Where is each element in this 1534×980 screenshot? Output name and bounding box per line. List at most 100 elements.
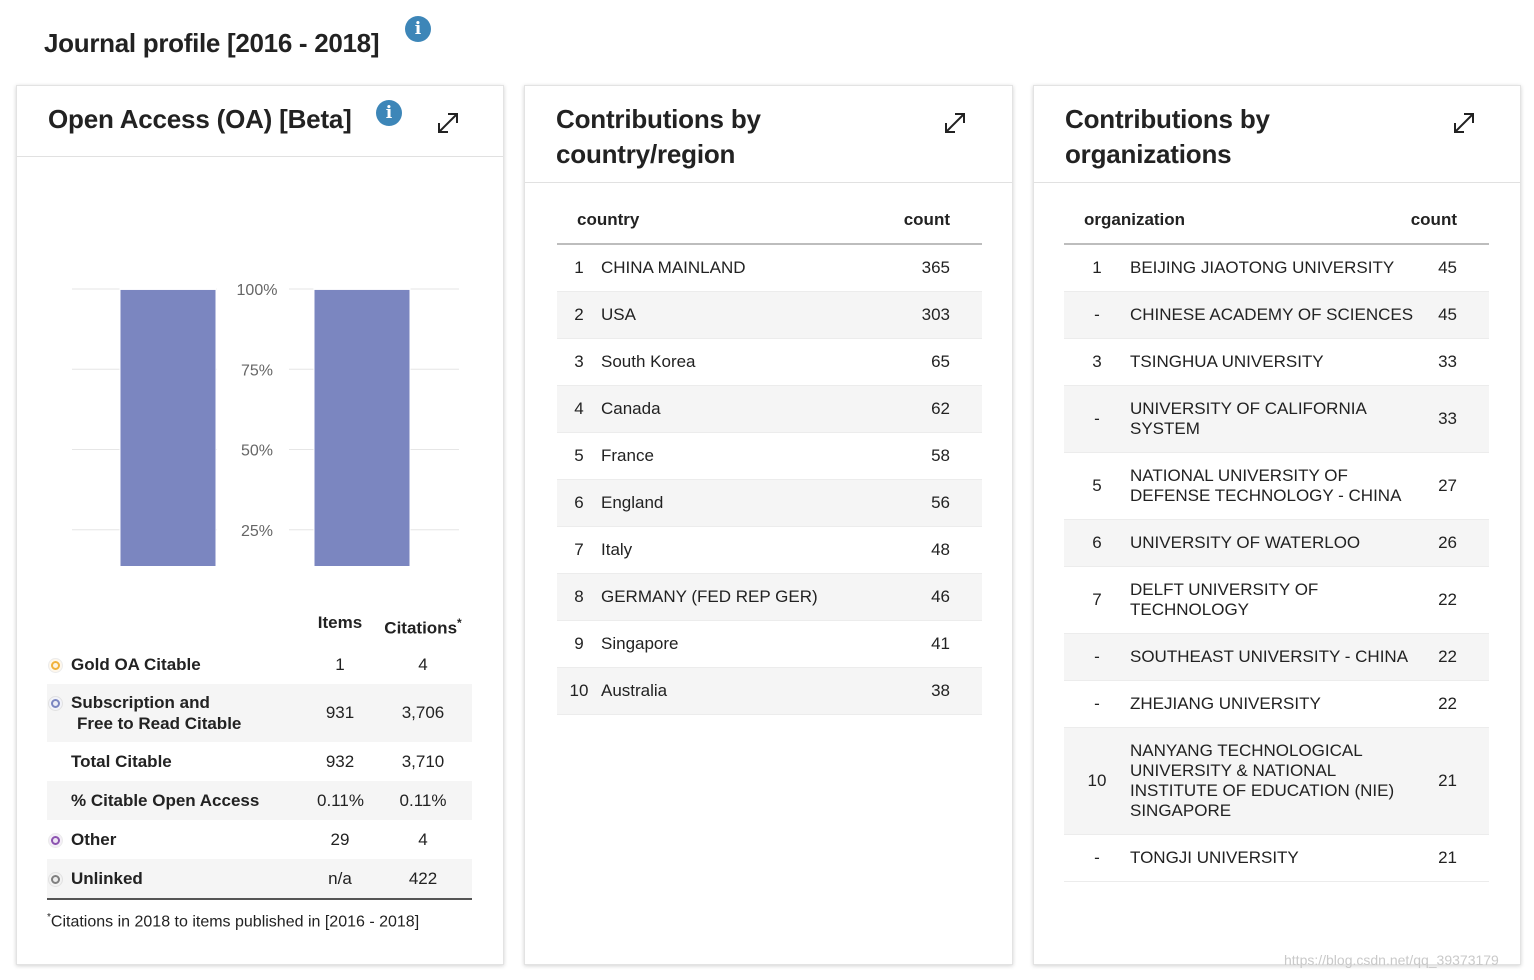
row-count: 56 <box>931 493 950 512</box>
row-count: 65 <box>931 352 950 371</box>
country-table-header: country count <box>557 198 982 245</box>
row-country-name: USA <box>601 305 636 324</box>
country-table: country count 1 CHINA MAINLAND 365 2 USA 303 3… <box>557 198 982 715</box>
table-row[interactable]: - SOUTHEAST UNIVERSITY - CHINA 22 <box>1064 634 1489 681</box>
row-country-name: Canada <box>601 399 661 418</box>
table-row[interactable]: 1 BEIJING JIAOTONG UNIVERSITY 45 <box>1064 245 1489 292</box>
oa-footnote: *Citations in 2018 to items published in… <box>47 898 472 932</box>
expand-diagonal-icon[interactable] <box>942 110 968 136</box>
info-icon[interactable]: i <box>405 16 431 42</box>
open-access-header: Open Access (OA) [Beta] i <box>17 86 503 157</box>
row-country-name: South Korea <box>601 352 696 371</box>
row-count: 48 <box>931 540 950 559</box>
unlinked-legend-dot-icon <box>49 872 62 886</box>
organization-card: Contributions by organizations organizat… <box>1033 85 1521 965</box>
table-row: % Citable Open Access 0.11% 0.11% <box>47 781 472 820</box>
table-row[interactable]: 7 Italy 48 <box>557 527 982 574</box>
open-access-title: Open Access (OA) [Beta] <box>48 104 352 134</box>
table-row[interactable]: - TONGJI UNIVERSITY 21 <box>1064 835 1489 882</box>
table-row[interactable]: 6 England 56 <box>557 480 982 527</box>
row-organization-name: ZHEJIANG UNIVERSITY <box>1130 694 1321 713</box>
table-row[interactable]: 9 Singapore 41 <box>557 621 982 668</box>
col-country-header: country <box>577 210 640 229</box>
expand-diagonal-icon[interactable] <box>435 110 461 136</box>
table-row[interactable]: 10 Australia 38 <box>557 668 982 715</box>
row-rank: - <box>1094 409 1100 428</box>
gold-legend-dot-icon <box>49 658 62 672</box>
oa-summary-table: Items Citations* Gold OA Citable 1 4 Sub… <box>47 605 472 932</box>
row-count: 26 <box>1438 533 1457 552</box>
table-row[interactable]: - CHINESE ACADEMY OF SCIENCES 45 <box>1064 292 1489 339</box>
row-country-name: Italy <box>601 540 633 559</box>
organization-title: Contributions by organizations <box>1065 104 1270 169</box>
table-row: Subscription and Free to Read Citable 93… <box>47 684 472 742</box>
row-count: 38 <box>931 681 950 700</box>
table-row[interactable]: 6 UNIVERSITY OF WATERLOO 26 <box>1064 520 1489 567</box>
table-row[interactable]: 10 NANYANG TECHNOLOGICAL UNIVERSITY & NATI… <box>1064 728 1489 835</box>
oa-table-header: Items Citations* <box>47 605 472 645</box>
row-country-name: Australia <box>601 681 668 700</box>
row-rank: 4 <box>574 399 584 418</box>
bar-segment <box>313 288 411 566</box>
row-rank: 6 <box>1092 533 1102 552</box>
row-count: 303 <box>921 305 950 324</box>
row-count: 41 <box>931 634 950 653</box>
table-row: Total Citable 932 3,710 <box>71 751 445 772</box>
country-card: Contributions by country/region country … <box>524 85 1013 965</box>
row-rank: - <box>1094 305 1100 324</box>
table-row[interactable]: 3 TSINGHUA UNIVERSITY 33 <box>1064 339 1489 386</box>
table-row[interactable]: 2 USA 303 <box>557 292 982 339</box>
table-row[interactable]: 7 DELFT UNIVERSITY OF TECHNOLOGY 22 <box>1064 567 1489 634</box>
row-count: 27 <box>1438 476 1457 495</box>
row-rank: 1 <box>574 258 584 277</box>
table-row[interactable]: 8 GERMANY (FED REP GER) 46 <box>557 574 982 621</box>
table-row[interactable]: 3 South Korea 65 <box>557 339 982 386</box>
row-organization-name: TONGJI UNIVERSITY <box>1130 848 1299 867</box>
row-rank: 1 <box>1092 258 1102 277</box>
row-count: 33 <box>1438 409 1457 428</box>
table-row: Other 29 4 <box>47 820 472 859</box>
table-row[interactable]: 1 CHINA MAINLAND 365 <box>557 245 982 292</box>
table-row[interactable]: 4 Canada 62 <box>557 386 982 433</box>
row-rank: 9 <box>574 634 584 653</box>
row-organization-name: TSINGHUA UNIVERSITY <box>1130 352 1324 371</box>
row-count: 33 <box>1438 352 1457 371</box>
table-row[interactable]: 5 NATIONAL UNIVERSITY OF DEFENSE TECHNOLOG… <box>1064 453 1489 520</box>
y-tick-label: 100% <box>237 282 278 299</box>
row-rank: - <box>1094 647 1100 666</box>
row-country-name: England <box>601 493 664 512</box>
page-title: Journal profile [2016 - 2018] <box>44 28 380 58</box>
row-rank: 10 <box>569 681 589 700</box>
row-rank: 5 <box>1092 476 1102 495</box>
row-count: 46 <box>931 587 950 606</box>
col-items-header: Items <box>317 613 363 632</box>
row-count: 45 <box>1438 258 1457 277</box>
row-country-name: GERMANY (FED REP GER) <box>601 587 818 606</box>
row-rank: 10 <box>1087 771 1107 790</box>
row-country-name: Singapore <box>601 634 679 653</box>
y-tick-label: 75% <box>241 362 273 379</box>
info-icon[interactable]: i <box>376 100 402 126</box>
table-row[interactable]: - ZHEJIANG UNIVERSITY 22 <box>1064 681 1489 728</box>
row-rank: 7 <box>1092 590 1102 609</box>
col-citations-header: Citations* <box>384 616 462 638</box>
row-rank: - <box>1094 848 1100 867</box>
col-count-header: count <box>1410 210 1457 229</box>
country-title: Contributions by country/region <box>556 104 761 169</box>
open-access-card: Open Access (OA) [Beta] i 0%25%50%75%100… <box>16 85 504 965</box>
row-count: 365 <box>921 258 950 277</box>
bar-segment <box>119 288 217 566</box>
organization-header: Contributions by organizations <box>1034 86 1520 183</box>
table-row[interactable]: - UNIVERSITY OF CALIFORNIA SYSTEM 33 <box>1064 386 1489 453</box>
organization-table-header: organization count <box>1064 198 1489 245</box>
expand-diagonal-icon[interactable] <box>1451 110 1477 136</box>
row-organization-name: UNIVERSITY OF WATERLOO <box>1130 533 1361 552</box>
col-count-header: count <box>903 210 950 229</box>
row-count: 22 <box>1438 647 1457 666</box>
table-row[interactable]: 5 France 58 <box>557 433 982 480</box>
subscription-legend-dot-icon <box>49 697 62 710</box>
other-legend-dot-icon <box>49 833 62 847</box>
row-count: 62 <box>931 399 950 418</box>
y-tick-label: 25% <box>241 523 273 540</box>
